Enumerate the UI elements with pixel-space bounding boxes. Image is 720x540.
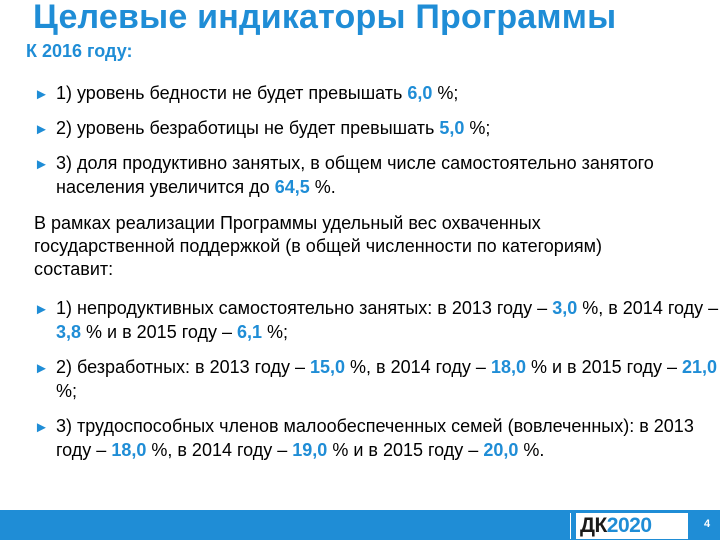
slide-subtitle: К 2016 году: <box>26 41 133 61</box>
category-item-2: ► 2) безработных: в 2013 году – 15,0 %, в… <box>34 357 718 401</box>
category-value: 20,0 <box>483 440 519 460</box>
target-item-1: ► 1) уровень бедности не будет превышать … <box>34 82 716 106</box>
bullet-triangle-icon: ► <box>34 121 49 138</box>
bullet-triangle-icon: ► <box>34 419 49 436</box>
bullet-triangle-icon: ► <box>34 156 49 173</box>
logo-text: ДК2020 <box>580 514 652 538</box>
category-value: 18,0 <box>490 357 526 377</box>
target-value: 5,0 <box>439 118 465 138</box>
category-value: 3,8 <box>56 322 82 342</box>
slide-number: 4 <box>704 518 711 530</box>
category-value: 21,0 <box>681 357 718 377</box>
logo-prefix: ДК <box>580 514 607 537</box>
intro-paragraph: В рамках реализации Программы удельный в… <box>34 213 602 279</box>
bullet-triangle-icon: ► <box>34 360 49 377</box>
bullet-triangle-icon: ► <box>34 86 49 103</box>
logo <box>570 513 688 539</box>
logo-number: 2020 <box>606 514 652 537</box>
target-item-2: ► 2) уровень безработицы не будет превыша… <box>34 117 716 141</box>
logo-bar-icon <box>571 513 576 539</box>
bullet-triangle-icon: ► <box>34 301 49 318</box>
category-item-1: ► 1) непродуктивных самостоятельно заняты… <box>34 298 719 342</box>
category-value: 6,1 <box>237 322 263 342</box>
target-item-3: ► 3) доля продуктивно занятых, в общем чи… <box>34 153 654 197</box>
category-value: 18,0 <box>111 440 147 460</box>
category-item-3: ► 3) трудоспособных членов малообеспеченн… <box>34 416 694 460</box>
slide-title: Целевые индикаторы Программы <box>33 0 617 36</box>
category-value: 19,0 <box>292 440 328 460</box>
target-value: 64,5 <box>274 177 310 197</box>
category-value: 3,0 <box>552 298 578 318</box>
category-value: 15,0 <box>309 357 346 377</box>
target-value: 6,0 <box>407 83 433 103</box>
